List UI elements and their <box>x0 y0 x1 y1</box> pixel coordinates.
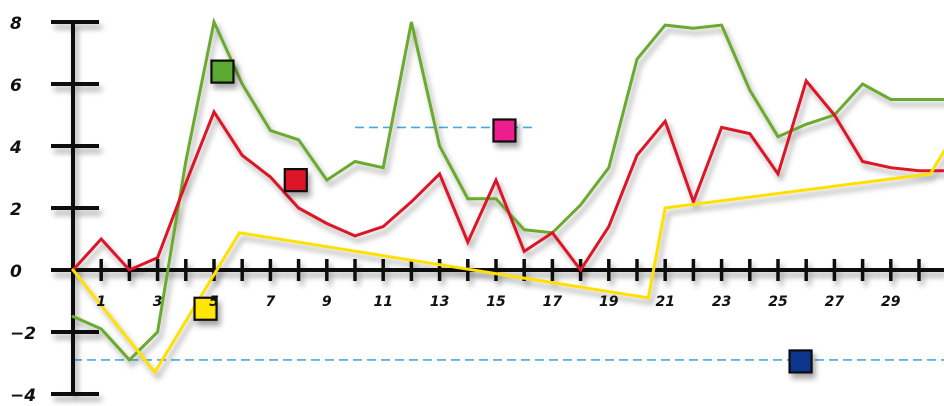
square-marker-1 <box>210 59 235 84</box>
x-tick-label: 23 <box>712 294 731 310</box>
x-tick-label: 1 <box>96 294 106 310</box>
square-marker-4 <box>193 296 218 321</box>
x-tick-label: 29 <box>881 294 901 310</box>
x-tick-label: 21 <box>655 294 674 310</box>
x-tick-label: 15 <box>486 294 506 310</box>
x-tick-label: 13 <box>430 294 449 310</box>
y-tick-label: 0 <box>10 262 22 282</box>
x-tick-label: 19 <box>599 294 619 310</box>
series-line-3 <box>71 148 944 375</box>
y-tick-label: 2 <box>10 200 22 220</box>
y-tick-label: 4 <box>9 138 22 158</box>
x-tick-label: 17 <box>543 294 563 310</box>
y-tick-label: 6 <box>10 76 22 96</box>
x-tick-label: 7 <box>266 294 276 310</box>
x-tick-label: 5 <box>209 294 219 310</box>
y-tick-label: −4 <box>10 386 36 406</box>
x-tick-label: 11 <box>373 294 392 310</box>
square-marker-3 <box>492 118 517 143</box>
x-tick-label: 9 <box>322 294 332 310</box>
x-tick-label: 27 <box>825 294 845 310</box>
y-tick-label: 8 <box>10 14 22 34</box>
series-line-2 <box>71 77 944 273</box>
square-marker-5 <box>788 349 813 374</box>
x-tick-label: 3 <box>153 294 163 310</box>
square-marker-2 <box>283 168 308 193</box>
x-tick-label: 25 <box>768 294 788 310</box>
y-tick-label: −2 <box>10 324 36 344</box>
